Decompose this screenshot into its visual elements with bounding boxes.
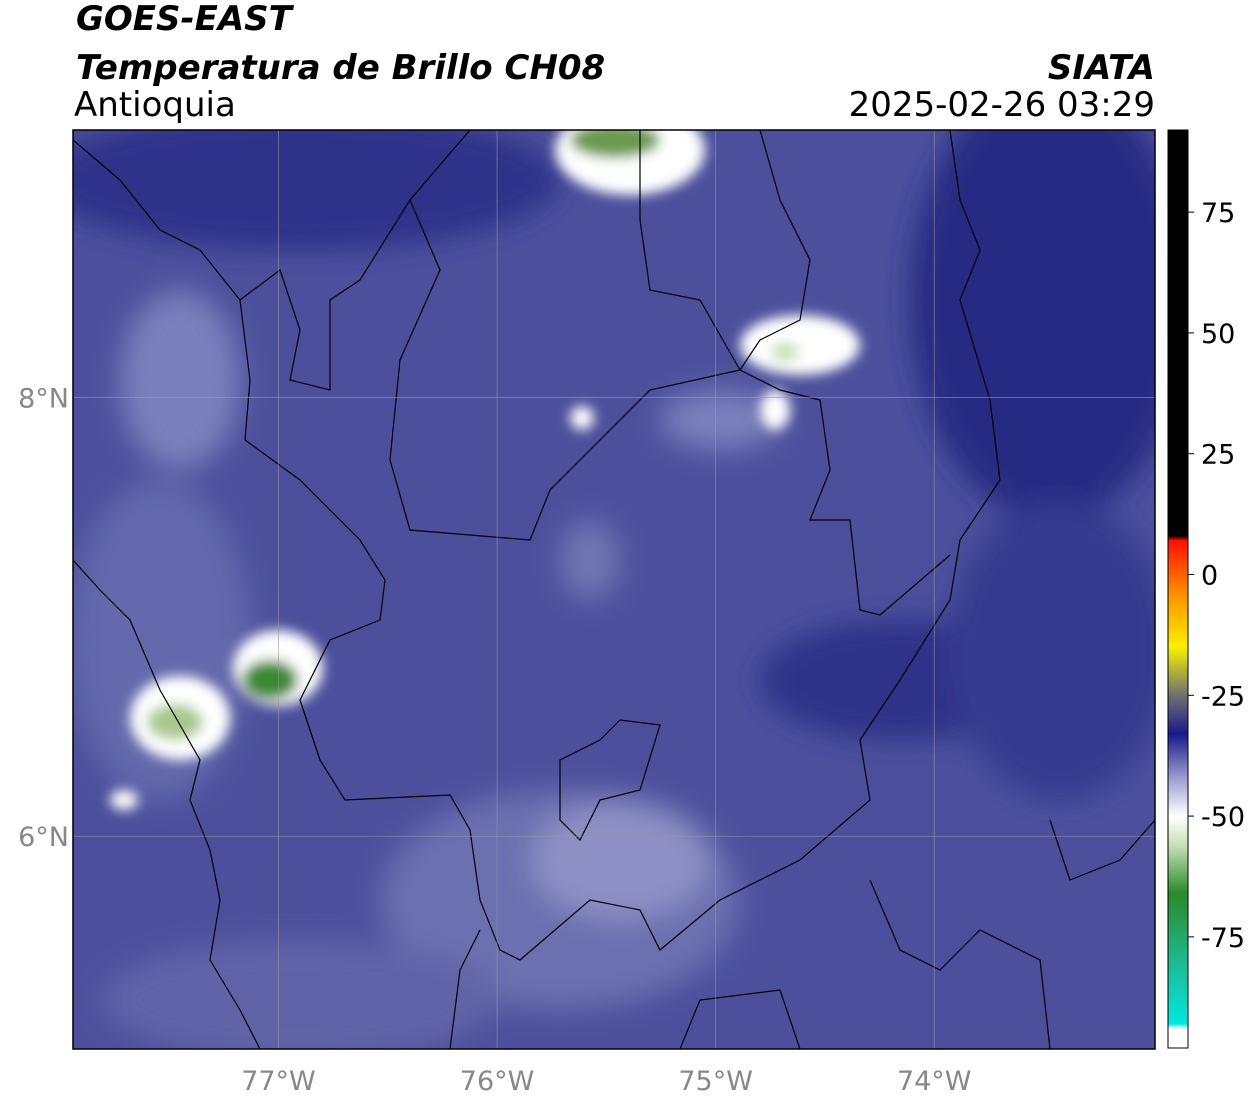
colorbar-tick-label: 50 xyxy=(1201,319,1235,350)
colorbar-tick-label: -50 xyxy=(1201,802,1245,833)
colorbar-tick-label: 0 xyxy=(1201,561,1218,592)
source: SIATA xyxy=(1048,48,1155,88)
region: Antioquia xyxy=(74,85,236,125)
x-tick-label: 75°W xyxy=(678,1066,753,1097)
map-grid xyxy=(73,130,1155,1049)
colorbar xyxy=(1167,129,1189,1049)
map-frame xyxy=(72,129,1156,1050)
title: GOES-EAST xyxy=(76,0,295,39)
x-tick-label: 76°W xyxy=(460,1066,535,1097)
y-tick-label: 8°N xyxy=(18,384,69,415)
map-image xyxy=(73,130,1155,1049)
datetime: 2025-02-26 03:29 xyxy=(849,85,1155,125)
subtitle: Temperatura de Brillo CH08 xyxy=(76,48,605,88)
colorbar-tick-label: 25 xyxy=(1201,440,1235,471)
x-tick-label: 74°W xyxy=(897,1066,972,1097)
colorbar-tick-label: -75 xyxy=(1201,923,1245,954)
x-tick-label: 77°W xyxy=(241,1066,316,1097)
y-tick-label: 6°N xyxy=(18,822,69,853)
colorbar-tick-label: 75 xyxy=(1201,198,1235,229)
colorbar-tick-label: -25 xyxy=(1201,681,1245,712)
